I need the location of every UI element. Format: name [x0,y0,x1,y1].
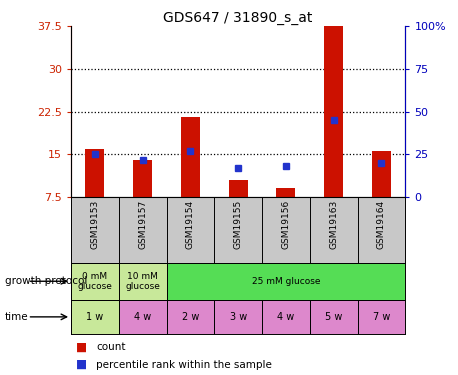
Text: GSM19163: GSM19163 [329,200,338,249]
Bar [358,300,405,334]
Text: GSM19155: GSM19155 [234,200,243,249]
Text: 2 w: 2 w [182,312,199,322]
Bar [85,148,104,197]
Text: GSM19157: GSM19157 [138,200,147,249]
Text: 4 w: 4 w [134,312,151,322]
Bar [119,262,167,300]
Text: percentile rank within the sample: percentile rank within the sample [96,360,272,369]
Bar [181,117,200,197]
Text: 7 w: 7 w [373,312,390,322]
Bar [276,188,295,197]
Bar [167,262,405,300]
Text: 10 mM
glucose: 10 mM glucose [125,272,160,291]
Text: 4 w: 4 w [277,312,294,322]
Bar [119,300,167,334]
Text: GSM19164: GSM19164 [377,200,386,249]
Text: 1 w: 1 w [86,312,104,322]
Bar [372,152,391,197]
Text: 3 w: 3 w [229,312,247,322]
Bar [214,300,262,334]
Bar [167,300,214,334]
Bar [229,180,248,197]
Text: growth protocol: growth protocol [5,276,87,286]
Text: ■: ■ [76,358,87,371]
Text: 5 w: 5 w [325,312,343,322]
Text: 25 mM glucose: 25 mM glucose [252,277,320,286]
Text: GSM19153: GSM19153 [90,200,99,249]
Bar [71,262,119,300]
Bar [262,300,310,334]
Text: 0 mM
glucose: 0 mM glucose [77,272,112,291]
Text: GSM19154: GSM19154 [186,200,195,249]
Bar [133,160,152,197]
Text: ■: ■ [76,340,87,353]
Title: GDS647 / 31890_s_at: GDS647 / 31890_s_at [164,11,313,25]
Bar [324,26,343,197]
Bar [310,300,358,334]
Bar [71,300,119,334]
Text: GSM19156: GSM19156 [281,200,290,249]
Text: count: count [96,342,125,352]
Text: time: time [5,312,28,322]
